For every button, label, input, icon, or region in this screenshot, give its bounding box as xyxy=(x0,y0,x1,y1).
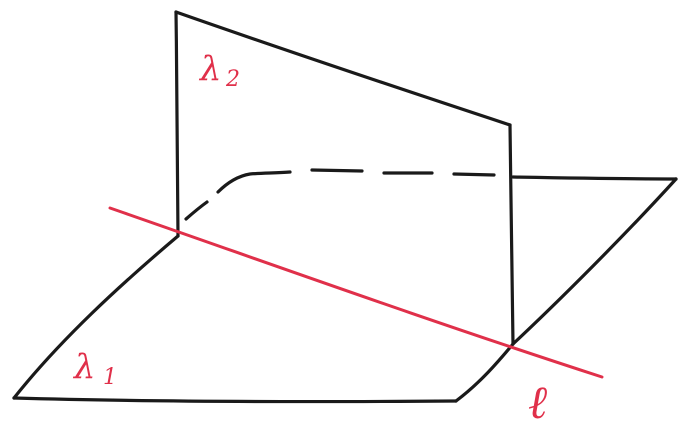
plane-lambda2-top-edge xyxy=(174,10,512,127)
plane-lambda1-hidden-edge-2 xyxy=(216,170,292,194)
lambda2-subscript: 2 xyxy=(225,67,240,92)
lambda2-label: λ xyxy=(198,49,222,89)
plane-lambda2-left-edge xyxy=(174,10,180,238)
plane-lambda1-bottom-edge xyxy=(12,396,458,404)
plane-lambda1-hidden-edge-3 xyxy=(310,168,364,173)
lambda1-subscript: 1 xyxy=(103,365,117,390)
plane-lambda2-right-edge xyxy=(508,123,515,346)
plane-lambda1-hidden-edge-1 xyxy=(184,200,209,221)
intersection-line-l xyxy=(108,206,604,379)
plane-lambda1-front-right-edge xyxy=(454,342,515,403)
plane-lambda1-back-edge-visible xyxy=(511,175,678,181)
plane-lambda1-left-edge xyxy=(12,234,180,400)
lambda1-label: λ xyxy=(72,347,96,387)
plane-lambda1-hidden-edge-5 xyxy=(452,172,496,177)
plane-lambda1-right-edge xyxy=(511,177,678,346)
line-l-label: ℓ xyxy=(528,375,548,429)
